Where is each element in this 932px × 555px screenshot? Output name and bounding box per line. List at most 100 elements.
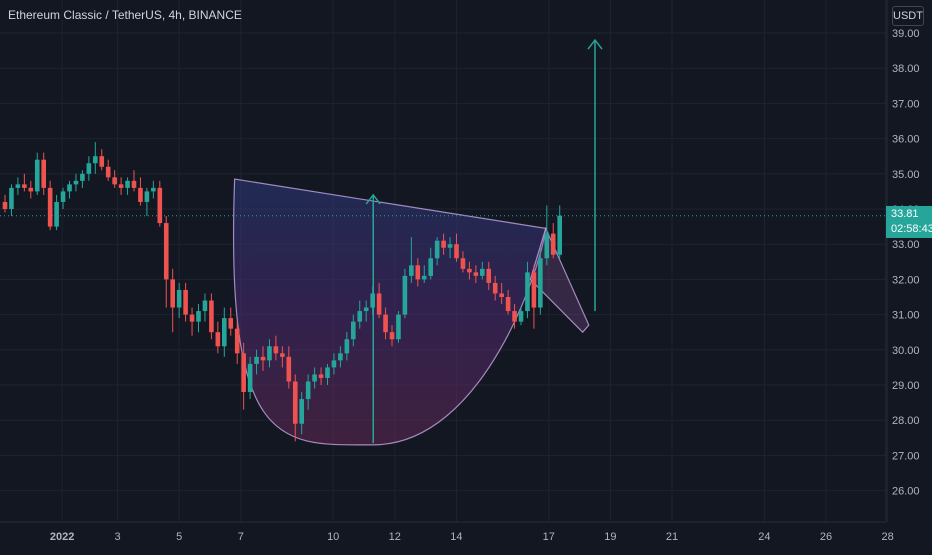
candle-body [15,184,21,188]
candle-body [80,173,85,181]
target-arrow-head [587,38,603,50]
candle-body [67,184,72,192]
candle-body [486,268,492,283]
candle-body [518,311,524,322]
candle-body [447,244,453,248]
candle-body [209,300,214,333]
candle-body [544,233,550,259]
candle-body [428,258,433,276]
candle-body [260,356,266,361]
candle-body [9,187,14,209]
x-tick-label: 2022 [50,531,74,543]
currency-button[interactable]: USDT [892,6,924,26]
candle-body [467,268,472,273]
x-tick-label: 26 [820,531,832,543]
candle-body [292,381,298,424]
x-tick-label: 21 [666,531,678,543]
y-tick-label: 30.00 [892,345,920,357]
candle-body [454,244,459,259]
candle-body [47,187,53,227]
candle-body [550,233,556,255]
candle-body [22,184,27,188]
candle-body [112,177,117,185]
candle-body [125,180,130,188]
y-tick-label: 37.00 [892,98,920,110]
y-tick-label: 35.00 [892,169,920,181]
candle-body [305,381,311,400]
candle-body [338,353,343,361]
candle-body [538,258,543,308]
candle-body [441,240,446,248]
candle-body [196,311,201,322]
candle-body [228,318,234,329]
candle-body [144,191,150,202]
candle-body [247,363,253,393]
candle-body [202,300,208,312]
symbol-title: Ethereum Classic / TetherUS, 4h, BINANCE [8,8,242,22]
candle-body [312,374,317,382]
candle-body [163,223,169,280]
candle-body [170,279,175,308]
candle-body [254,356,259,364]
y-tick-label: 32.00 [892,274,920,286]
candle-body [2,201,8,209]
candle-body [105,166,111,178]
candle-body [34,159,40,192]
candle-body [409,265,414,276]
candle-body [557,215,562,255]
candle-body [99,156,105,167]
x-tick-label: 3 [115,531,121,543]
candle-body [383,314,388,333]
candle-body [234,328,240,354]
candle-body [222,318,227,347]
candle-body [505,297,511,312]
y-tick-label: 38.00 [892,63,920,75]
candle-body [344,339,350,354]
candle-body [138,187,143,202]
y-tick-label: 33.00 [892,239,920,251]
current-price-tag: 33.81 02:58:43 [886,206,932,238]
candle-body [473,272,479,276]
x-tick-label: 7 [238,531,244,543]
y-tick-label: 31.00 [892,310,920,322]
candle-body [273,346,279,354]
candle-body [93,156,98,164]
candle-body [131,180,137,188]
candle-body [157,187,163,224]
candle-body [318,374,324,378]
candle-body [525,272,530,312]
candle-body [241,353,246,393]
candle-body [389,332,395,340]
bar-countdown-label: 02:58:43 [891,223,932,235]
candle-body [183,289,188,315]
candle-body [402,275,408,315]
target-arrow-head [365,193,381,205]
candle-body [267,346,272,361]
y-tick-label: 27.00 [892,450,920,462]
candle-body [512,311,517,322]
candle-body [60,191,66,202]
y-tick-label: 26.00 [892,486,920,498]
candle-body [492,282,498,294]
candle-body [86,163,92,174]
candle-body [357,311,363,322]
candle-body [531,272,537,308]
candle-body [499,293,504,297]
candle-body [299,399,304,424]
candle-body [434,240,440,259]
y-tick-label: 39.00 [892,28,920,40]
x-tick-label: 28 [881,531,893,543]
x-tick-label: 12 [389,531,401,543]
candle-body [331,360,337,368]
candle-body [460,258,466,269]
candle-body [28,187,34,192]
candle-body [363,307,369,312]
candle-body [118,184,124,188]
candle-body [376,293,382,315]
x-tick-label: 14 [450,531,462,543]
candle-body [73,180,79,185]
candle-body [421,275,427,280]
x-tick-label: 5 [176,531,182,543]
